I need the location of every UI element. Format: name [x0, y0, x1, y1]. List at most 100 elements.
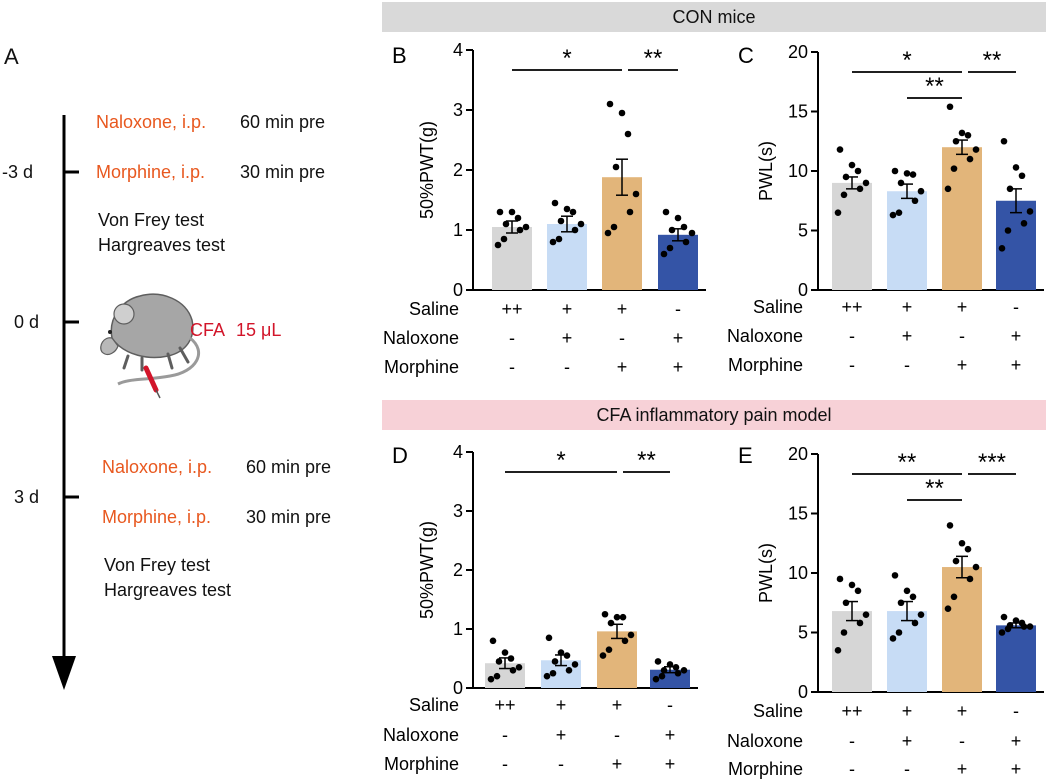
data-point-e-0-7	[836, 575, 844, 583]
panel-letter-d: D	[392, 443, 408, 468]
row-mark-d-2-1: -	[558, 754, 564, 774]
row-mark-c-2-1: -	[904, 355, 910, 375]
y-tick-label-c-2: 10	[788, 161, 808, 181]
data-point-d-1-6	[557, 649, 565, 656]
data-point-b-2-0	[604, 229, 612, 237]
sig-label-c-1: **	[983, 47, 1002, 74]
y-tick-label-c-0: 0	[798, 280, 808, 300]
syringe-icon	[143, 365, 159, 393]
sig-label-e-1: ***	[978, 449, 1006, 476]
data-point-d-3-5	[672, 664, 680, 671]
bar-c-1	[887, 191, 927, 290]
y-axis-label-e: PWL(s)	[756, 543, 776, 603]
row-mark-d-0-0: ++	[494, 695, 515, 715]
bar-b-0	[492, 227, 532, 290]
data-point-c-1-1	[895, 209, 903, 216]
row-mark-e-0-2: +	[957, 701, 968, 721]
data-point-c-3-5	[1018, 172, 1026, 180]
data-point-b-0-3	[522, 223, 530, 231]
data-point-d-3-7	[654, 658, 662, 665]
data-point-b-0-1	[500, 235, 508, 243]
data-point-d-0-1	[493, 672, 501, 680]
data-point-b-1-1	[555, 235, 563, 243]
y-tick-label-d-3: 3	[453, 501, 463, 521]
y-tick-label-d-2: 2	[453, 560, 463, 580]
data-point-c-3-4	[1006, 185, 1014, 193]
panel-letter-c: C	[738, 43, 754, 68]
row-mark-c-0-1: +	[902, 297, 913, 317]
data-point-b-1-2	[571, 226, 579, 234]
row-mark-b-1-1: +	[562, 328, 573, 348]
data-point-c-3-0	[998, 245, 1006, 252]
row-mark-d-1-0: -	[502, 725, 508, 745]
y-tick-label-c-3: 15	[788, 102, 808, 122]
panel-letter-b: B	[392, 43, 407, 68]
row-mark-d-0-1: +	[556, 695, 567, 715]
data-point-b-2-3	[632, 190, 640, 198]
data-point-d-3-3	[680, 667, 688, 674]
data-point-b-2-5	[624, 130, 632, 138]
data-point-b-0-2	[516, 226, 524, 234]
row-label-b-0: Saline	[409, 299, 459, 319]
y-axis-label-c: PWL(s)	[756, 141, 776, 201]
data-point-d-1-5	[563, 652, 571, 659]
data-point-d-1-1	[549, 669, 557, 677]
row-label-c-1: Naloxone	[727, 326, 803, 346]
data-point-c-1-5	[909, 171, 917, 178]
data-point-d-0-3	[515, 664, 523, 671]
data-point-b-3-5	[680, 223, 688, 231]
y-tick-label-b-2: 2	[453, 160, 463, 180]
block1-naloxone: Naloxone, i.p.	[96, 112, 207, 132]
data-point-c-3-1	[1004, 227, 1012, 234]
row-label-d-0: Saline	[409, 695, 459, 715]
bar-c-2	[942, 147, 982, 290]
data-point-c-0-1	[840, 191, 848, 199]
data-point-b-2-1	[610, 223, 618, 231]
y-tick-label-e-0: 0	[798, 682, 808, 702]
row-mark-b-1-0: -	[509, 328, 515, 348]
row-label-e-1: Naloxone	[727, 731, 803, 751]
y-tick-label-c-4: 20	[788, 42, 808, 62]
data-point-e-1-3	[917, 611, 925, 618]
timeline-arrowhead	[52, 656, 76, 690]
sig-label-b-1: **	[644, 45, 663, 72]
data-point-b-3-4	[668, 226, 676, 234]
data-point-e-2-2	[966, 575, 974, 583]
sig-label-d-0: *	[556, 447, 565, 474]
data-point-d-1-4	[551, 658, 559, 665]
data-point-d-0-4	[495, 658, 503, 665]
row-mark-d-2-2: +	[612, 754, 623, 774]
bar-b-3	[658, 234, 698, 290]
data-point-e-0-2	[856, 619, 864, 627]
y-tick-label-e-4: 20	[788, 444, 808, 464]
data-point-d-0-2	[509, 667, 517, 674]
data-point-e-0-0	[834, 647, 842, 654]
data-point-c-0-2	[856, 185, 864, 193]
row-mark-e-0-0: ++	[841, 701, 862, 721]
row-mark-b-2-2: +	[617, 357, 628, 377]
cfa-dose: 15 μL	[236, 320, 282, 340]
data-point-d-2-2	[621, 637, 629, 645]
data-point-d-3-6	[666, 661, 674, 668]
panel-letter-e: E	[738, 443, 753, 468]
row-mark-c-0-0: ++	[841, 297, 862, 317]
data-point-d-2-0	[599, 652, 607, 659]
data-point-b-0-0	[494, 241, 502, 249]
data-point-c-2-5	[964, 132, 972, 139]
data-point-c-0-4	[842, 173, 850, 181]
data-point-c-1-4	[897, 179, 905, 187]
row-mark-e-1-0: -	[849, 731, 855, 751]
data-point-d-1-0	[543, 672, 551, 680]
row-mark-b-2-0: -	[509, 357, 515, 377]
data-point-b-1-6	[563, 205, 571, 213]
y-tick-label-b-3: 3	[453, 100, 463, 120]
y-axis-label-b: 50%PWT(g)	[417, 121, 437, 219]
row-mark-c-1-0: -	[849, 326, 855, 346]
row-label-d-2: Morphine	[384, 754, 459, 774]
data-point-b-3-3	[688, 229, 696, 237]
data-point-c-2-4	[952, 137, 960, 145]
data-point-e-0-4	[842, 599, 850, 607]
block1-morphine: Morphine, i.p.	[96, 162, 206, 182]
row-mark-e-2-3: +	[1011, 759, 1022, 779]
data-point-e-2-1	[950, 593, 958, 601]
